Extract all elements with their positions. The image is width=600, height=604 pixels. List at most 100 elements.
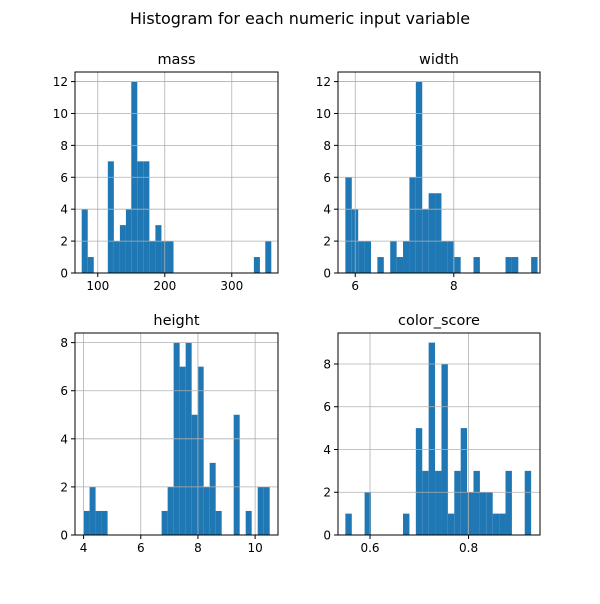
histogram-bar [454, 257, 461, 273]
y-tick-label: 8 [323, 139, 331, 153]
subplot-title: mass [157, 52, 195, 68]
histogram-bar [505, 257, 512, 273]
y-tick-label: 10 [316, 107, 331, 121]
y-tick-label: 12 [316, 75, 331, 89]
histogram-bar [447, 513, 455, 535]
subplot-title: width [419, 52, 459, 68]
histogram-bar [119, 225, 126, 273]
histogram-bar [467, 492, 474, 535]
y-tick-label: 8 [60, 139, 68, 153]
y-tick-label: 2 [60, 480, 68, 494]
histogram-bar [345, 177, 352, 273]
histogram-bar [215, 510, 222, 535]
x-tick-label: 8 [450, 279, 458, 293]
y-tick-label: 0 [323, 267, 331, 281]
histogram-bar [179, 366, 186, 535]
histogram-bar [531, 257, 538, 273]
y-tick-label: 12 [53, 75, 68, 89]
histogram-bar [345, 513, 352, 535]
histogram-bar [209, 462, 216, 535]
histogram-bar [524, 470, 532, 535]
histogram-bar [473, 257, 480, 273]
histogram-bar [358, 241, 365, 273]
histogram-bar [113, 241, 120, 273]
axes-frame [74, 71, 279, 274]
y-tick-label: 0 [60, 529, 68, 543]
histogram-bar [396, 257, 404, 273]
histogram-bar [390, 241, 397, 273]
histogram-bar [87, 257, 94, 273]
histogram-bar [167, 241, 174, 273]
histogram-bar [460, 428, 468, 535]
histogram-bar [428, 342, 436, 535]
y-tick-label: 6 [323, 400, 331, 414]
subplot-height: 4 6 8 10 0 2 4 6 8 height [60, 313, 279, 555]
x-tick-label: 6 [137, 541, 145, 555]
y-tick-label: 6 [60, 384, 68, 398]
y-tick-label: 4 [323, 443, 331, 457]
axes-frame [337, 332, 541, 536]
histogram-bar [447, 241, 455, 273]
histogram-bar [161, 510, 168, 535]
histogram-bar [197, 366, 204, 535]
histogram-bar [492, 513, 500, 535]
histogram-bar [245, 510, 252, 535]
histogram-bar [505, 470, 512, 535]
y-tick-label: 4 [323, 203, 331, 217]
histogram-bar [428, 193, 436, 273]
histogram-bar [422, 470, 429, 535]
histogram-bar [435, 193, 442, 273]
histogram-bar [454, 470, 461, 535]
histogram-bar [167, 486, 174, 535]
histogram-bar [155, 225, 162, 273]
histogram-bar [89, 486, 96, 535]
y-tick-label: 4 [60, 203, 68, 217]
histogram-bar [403, 513, 410, 535]
histogram-bar [265, 241, 272, 273]
histogram-bar [137, 161, 144, 273]
x-tick-label: 4 [80, 541, 88, 555]
y-tick-label: 6 [323, 171, 331, 185]
axes-frame [74, 332, 279, 536]
y-tick-label: 2 [323, 486, 331, 500]
histogram-bar [191, 414, 198, 535]
x-tick-label: 0.8 [459, 541, 478, 555]
figure-title: Histogram for each numeric input variabl… [129, 9, 471, 28]
histogram-bar [499, 513, 506, 535]
x-tick-label: 0.6 [360, 541, 379, 555]
y-tick-label: 2 [60, 235, 68, 249]
histogram-bar [364, 492, 371, 535]
histogram-bar [377, 257, 384, 273]
histogram-bar [403, 241, 410, 273]
histogram-bar [473, 470, 480, 535]
axes-frame [337, 71, 541, 274]
subplot-mass: 100 200 300 0 2 4 6 8 10 12 mass [53, 52, 279, 293]
x-tick-label: 6 [351, 279, 359, 293]
histogram-bar [83, 510, 90, 535]
histogram-bar [479, 492, 487, 535]
x-tick-label: 200 [153, 279, 176, 293]
subplot-width: 6 8 0 2 4 6 8 10 12 width [316, 52, 541, 293]
histogram-bar [486, 492, 493, 535]
histogram-bar [441, 241, 448, 273]
histogram-bar [409, 177, 416, 273]
histogram-bar [364, 241, 371, 273]
histogram-bar [435, 470, 442, 535]
x-tick-label: 300 [220, 279, 243, 293]
y-tick-label: 6 [60, 171, 68, 185]
subplot-color_score: 0.6 0.8 0 2 4 6 8 color_score [323, 313, 541, 555]
y-tick-label: 0 [60, 267, 68, 281]
x-tick-label: 100 [86, 279, 109, 293]
histogram-bar [101, 510, 108, 535]
y-tick-label: 0 [323, 529, 331, 543]
y-tick-label: 8 [323, 357, 331, 371]
histogram-bar [257, 486, 264, 535]
histogram-bar [233, 414, 240, 535]
histogram-bar [143, 161, 150, 273]
y-tick-label: 4 [60, 432, 68, 446]
histogram-bar [95, 510, 102, 535]
y-tick-label: 2 [323, 235, 331, 249]
histogram-bar [149, 241, 156, 273]
x-tick-label: 10 [247, 541, 262, 555]
